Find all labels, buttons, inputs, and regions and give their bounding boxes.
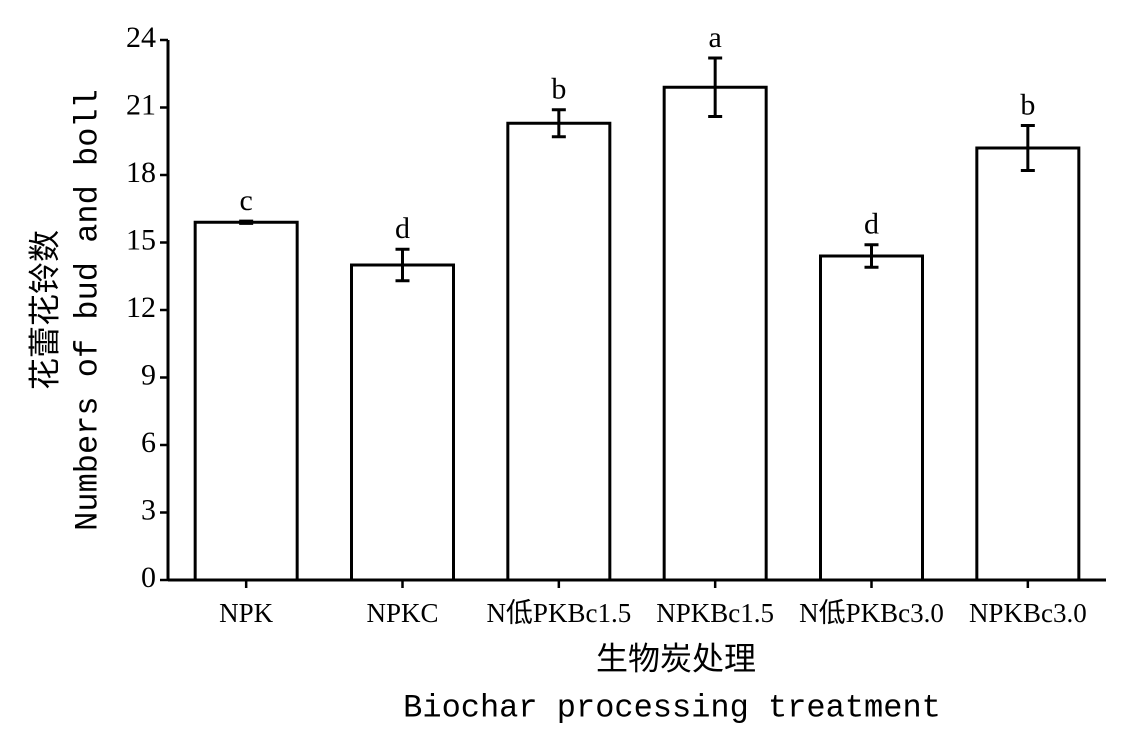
bar <box>350 263 455 582</box>
y-tick-label: 0 <box>141 561 156 594</box>
y-axis-label: 花蕾花铃数 <box>26 230 62 390</box>
significance-letter: b <box>1020 88 1035 121</box>
bar <box>975 146 1081 582</box>
significance-letter: d <box>864 208 879 241</box>
y-tick-label: 15 <box>126 223 156 256</box>
x-tick-label: NPKBc3.0 <box>969 598 1087 628</box>
y-tick-label: 9 <box>141 358 156 391</box>
x-tick-label: NPKBc1.5 <box>656 598 774 628</box>
x-tick-label: NPK <box>219 598 274 628</box>
bar <box>193 220 299 582</box>
y-tick-label: 21 <box>126 88 156 121</box>
bar <box>506 121 612 582</box>
y-tick-label: 3 <box>141 493 156 526</box>
x-tick-label: N低PKBc3.0 <box>799 598 944 628</box>
bar <box>662 85 768 582</box>
bar <box>819 254 924 582</box>
x-tick-label: N低PKBc1.5 <box>486 598 631 628</box>
significance-letter: a <box>709 21 722 54</box>
y-tick-label: 6 <box>141 426 156 459</box>
y-tick-label: 12 <box>126 291 156 324</box>
y-tick-label: 24 <box>126 21 156 54</box>
x-tick-label: NPKC <box>366 598 438 628</box>
significance-letter: c <box>240 184 253 217</box>
significance-letter: b <box>551 73 566 106</box>
significance-letter: d <box>395 212 410 245</box>
y-axis-label: Numbers of bud and boll <box>69 89 106 531</box>
x-axis-label: Biochar processing treatment <box>403 689 941 726</box>
x-axis-label: 生物炭处理 <box>596 640 756 676</box>
y-tick-label: 18 <box>126 156 156 189</box>
